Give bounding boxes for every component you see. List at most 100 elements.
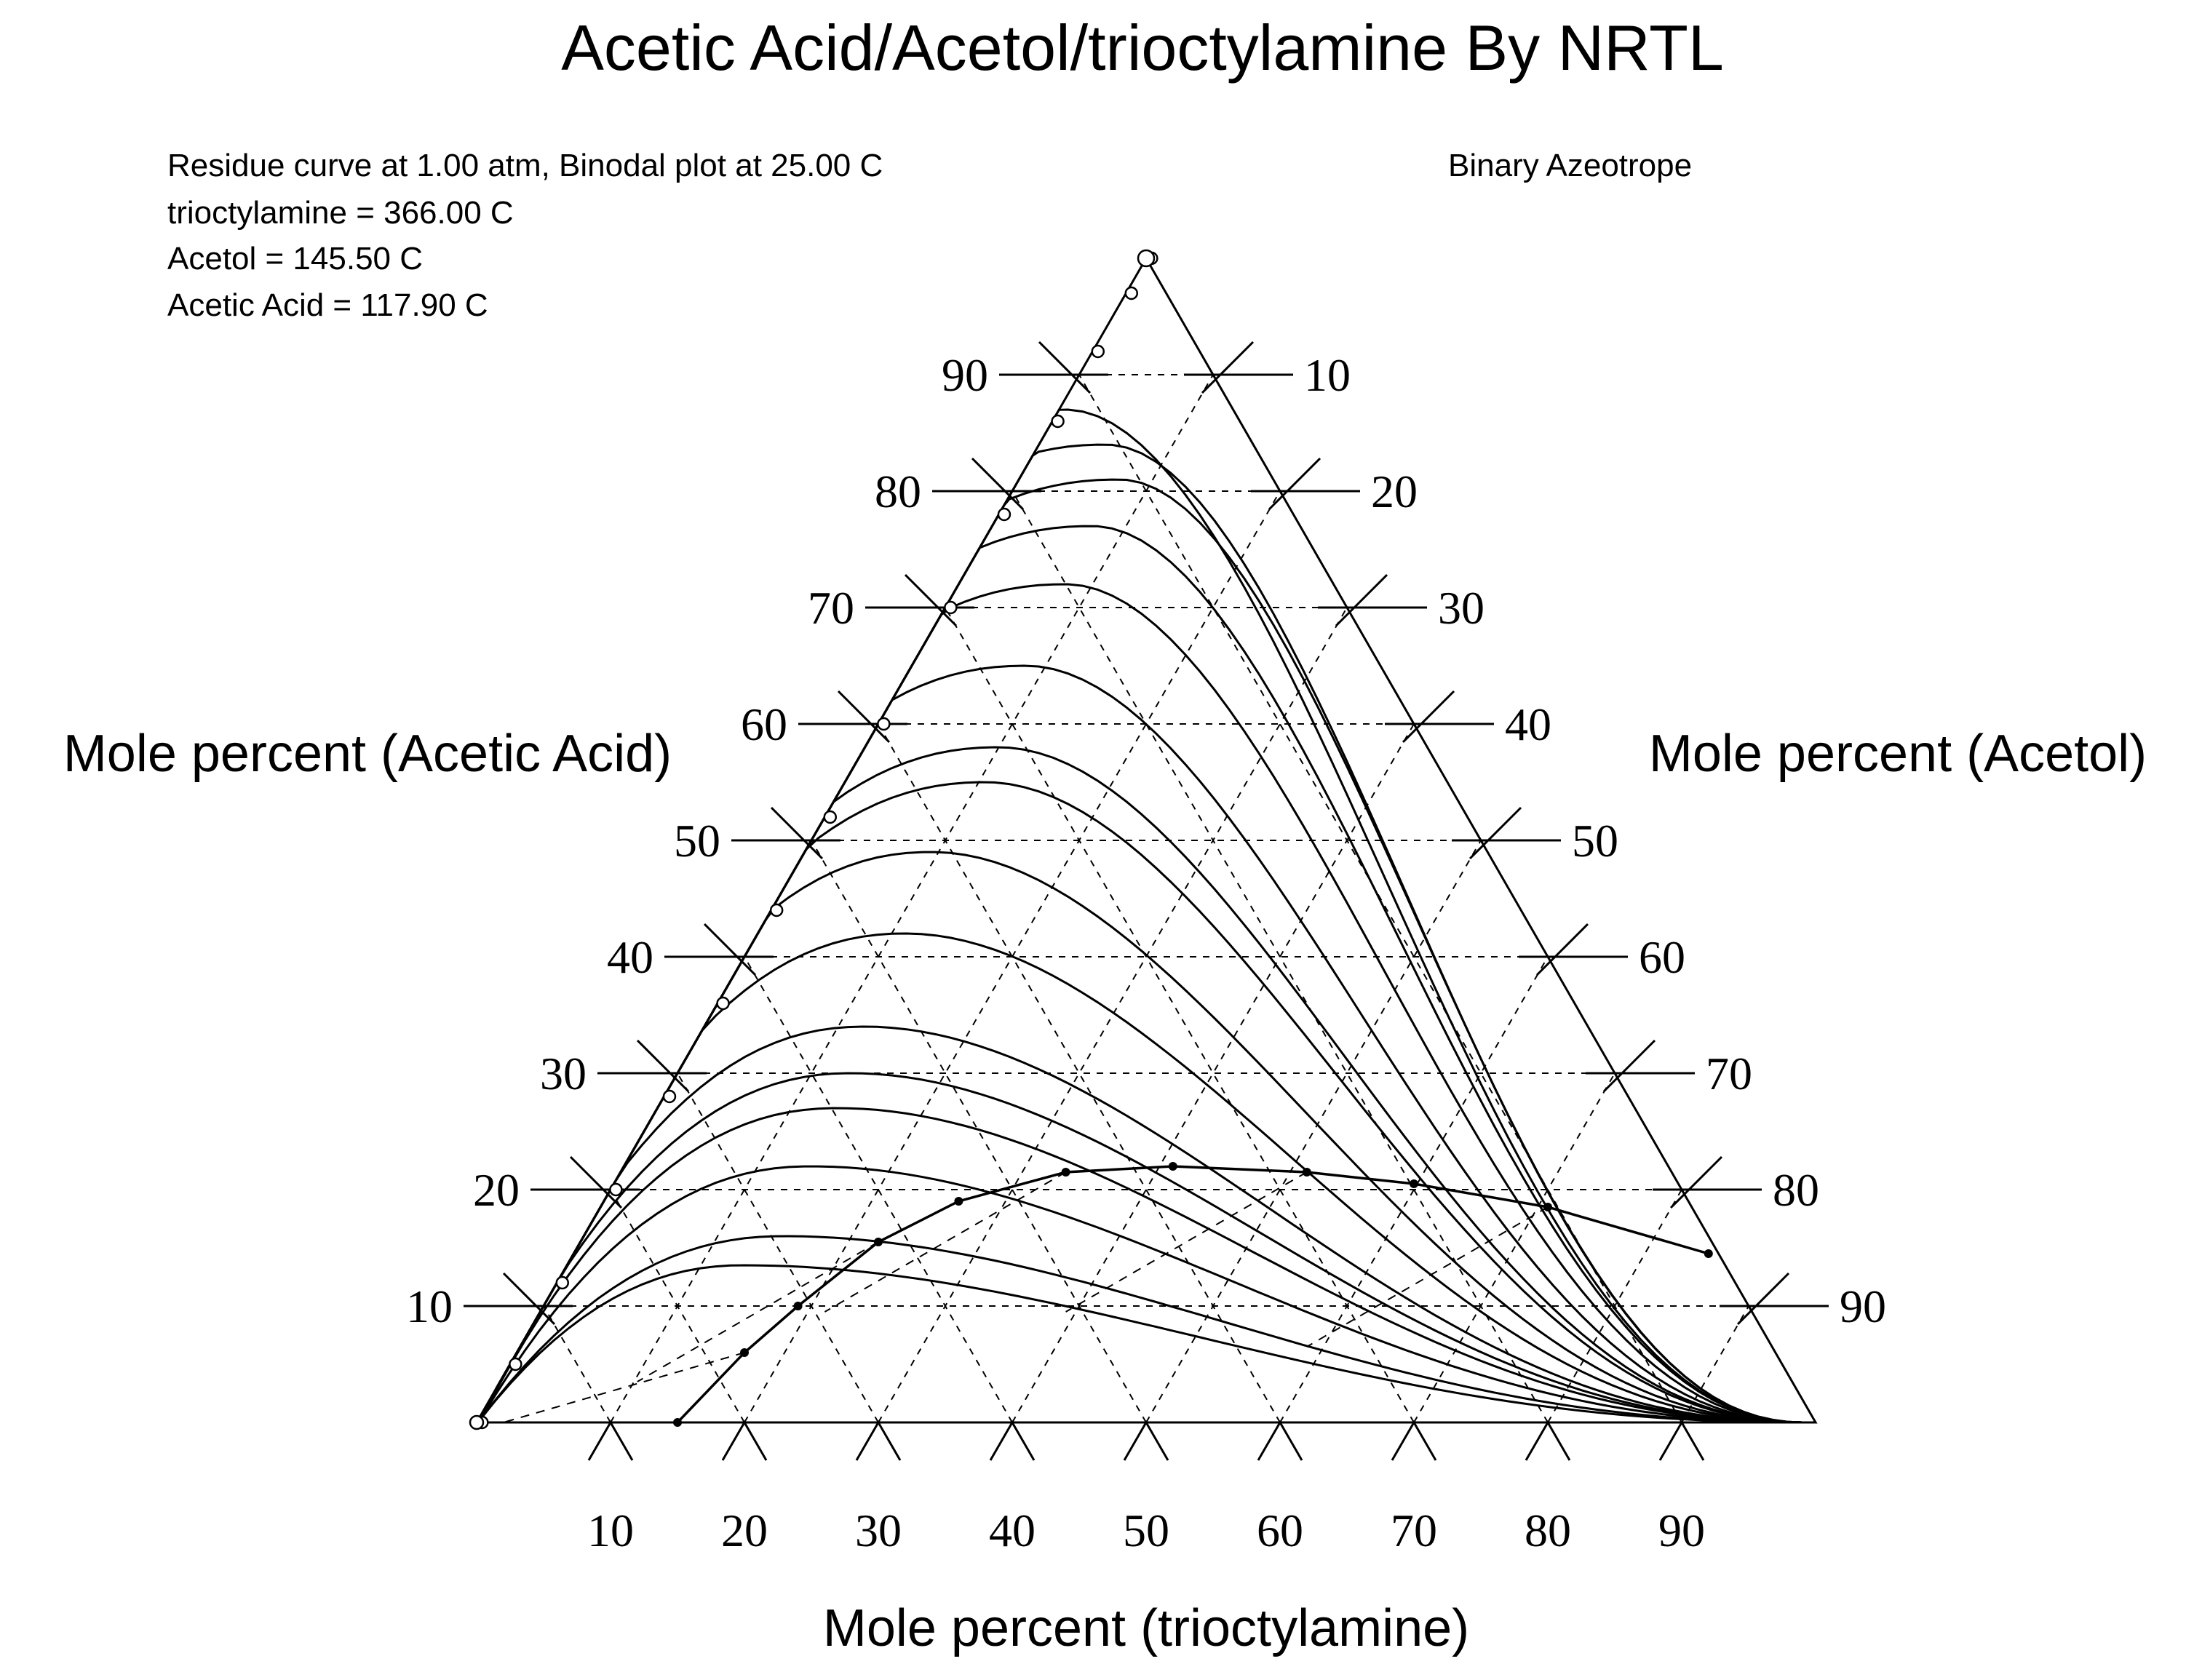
left-tick-label-7: 70 [808, 582, 854, 634]
residue-curves [480, 408, 1803, 1424]
edge-marker-11 [997, 507, 1011, 522]
left-tick-cross-7 [904, 573, 958, 627]
bottom-tick-6 [1257, 1420, 1303, 1461]
right-tick-cross-7 [1335, 573, 1388, 627]
right-tick-cross-8 [1268, 457, 1321, 511]
right-tick-cross-1 [1736, 1272, 1790, 1326]
edge-marker-12 [1051, 414, 1065, 429]
right-tick-cross-2 [1669, 1155, 1723, 1209]
edge-marker-4 [609, 1182, 623, 1197]
bottom-tick-5 [1123, 1420, 1169, 1461]
curve-markers [469, 249, 1158, 1430]
right-tick-cross-5 [1468, 806, 1522, 860]
left-tick-cross-3 [636, 1039, 690, 1093]
left-tick-cross-8 [971, 457, 1025, 511]
left-tick-cross-5 [770, 806, 824, 860]
left-tick-label-2: 20 [473, 1164, 520, 1216]
tie-line-1 [503, 1352, 745, 1423]
left-tick-label-5: 50 [674, 815, 720, 867]
left-tick-cross-6 [837, 690, 891, 744]
right-tick-cross-6 [1402, 690, 1455, 744]
left-tick-label-3: 30 [540, 1048, 587, 1099]
edge-marker-13 [1091, 344, 1105, 359]
bottom-tick-label-1: 10 [587, 1505, 634, 1556]
bottom-tick-3 [855, 1420, 902, 1461]
right-tick-cross-3 [1602, 1039, 1656, 1093]
right-tick-label-1: 90 [1840, 1281, 1886, 1332]
right-tick-label-6: 40 [1505, 698, 1551, 750]
right-tick-label-7: 30 [1438, 582, 1485, 634]
edge-marker-7 [769, 903, 784, 917]
bottom-tick-7 [1391, 1420, 1437, 1461]
residue-curve-13 [480, 1107, 1803, 1424]
right-tick-label-8: 20 [1371, 466, 1418, 517]
grid-line-rising [1681, 1305, 1749, 1423]
bottom-axis-label: Mole percent (trioctylamine) [823, 1599, 1469, 1657]
residue-curve-10 [480, 932, 1803, 1424]
right-axis-label: Mole percent (Acetol) [1649, 725, 2147, 783]
edge-marker-8 [823, 810, 838, 824]
origin-marker [469, 1414, 485, 1430]
info-line-trioctylamine-bp: trioctylamine = 366.00 C [167, 195, 514, 231]
residue-curve-14 [480, 1165, 1803, 1424]
bottom-tick-label-3: 30 [855, 1505, 902, 1556]
right-tick-label-4: 60 [1639, 931, 1685, 983]
left-tick-label-4: 40 [607, 931, 653, 983]
edge-marker-2 [509, 1357, 522, 1372]
right-tick-label-3: 70 [1706, 1048, 1752, 1099]
left-tick-cross-2 [569, 1155, 623, 1209]
residue-curve-11 [480, 1025, 1803, 1424]
binodal-point-3 [793, 1302, 803, 1310]
tie-line-9 [1306, 1206, 1549, 1347]
grid-line-falling [811, 840, 1147, 1423]
grid-line-falling [610, 1189, 745, 1423]
right-tick-cross-9 [1201, 341, 1255, 394]
binodal-point-7 [1168, 1162, 1177, 1171]
bottom-tick-label-2: 20 [721, 1505, 768, 1556]
right-tick-label-9: 10 [1304, 349, 1351, 401]
right-tick-label-2: 80 [1773, 1164, 1819, 1216]
grid-line-falling [744, 956, 1013, 1423]
bottom-tick-label-7: 70 [1391, 1505, 1437, 1556]
left-tick-cross-4 [703, 923, 757, 976]
edge-marker-9 [877, 717, 891, 731]
tie-line-3 [637, 1241, 879, 1382]
bottom-tick-4 [989, 1420, 1036, 1461]
residue-curve-2 [480, 443, 1803, 1424]
residue-curve-1 [480, 408, 1803, 1424]
grid-line-falling [945, 607, 1415, 1423]
left-axis-label: Mole percent (Acetic Acid) [63, 725, 672, 783]
bottom-tick-2 [721, 1420, 768, 1461]
left-tick-label-9: 90 [942, 349, 988, 401]
tie-line-7 [1065, 1171, 1308, 1313]
bottom-tick-label-9: 90 [1658, 1505, 1705, 1556]
right-tick-label-5: 50 [1572, 815, 1618, 867]
bottom-tick-1 [587, 1420, 634, 1461]
right-tick-cross-4 [1535, 923, 1589, 976]
axis-ticks: 10 90 10 20 80 20 30 70 30 40 60 40 50 50 50 60 40 60 70 30… [406, 341, 1886, 1556]
tie-line-5 [824, 1171, 1067, 1313]
edge-marker-5 [662, 1089, 677, 1104]
grid-line-rising [610, 374, 1214, 1423]
binodal-point-9 [1410, 1179, 1418, 1188]
residue-curve-5 [480, 583, 1803, 1424]
bottom-tick-label-8: 80 [1525, 1505, 1571, 1556]
left-tick-label-8: 80 [875, 466, 921, 517]
grid-line-falling [878, 723, 1281, 1423]
left-tick-cross-1 [502, 1272, 556, 1326]
grid-line-falling [1011, 490, 1549, 1423]
grid-line-falling [677, 1072, 879, 1423]
binary-azeotrope-label: Binary Azeotrope [1448, 148, 1692, 183]
info-line-acetol-bp: Acetol = 145.50 C [167, 241, 423, 276]
binodal-point-5 [954, 1197, 963, 1206]
binodal-curve [503, 1162, 1713, 1427]
bottom-tick-label-6: 60 [1257, 1505, 1303, 1556]
bottom-tick-9 [1658, 1420, 1705, 1461]
binodal-point-11 [1704, 1249, 1713, 1258]
bottom-tick-label-4: 40 [989, 1505, 1036, 1556]
info-line-conditions: Residue curve at 1.00 atm, Binodal plot … [167, 148, 883, 183]
apex-marker [1137, 249, 1156, 268]
bottom-tick-label-5: 50 [1123, 1505, 1169, 1556]
